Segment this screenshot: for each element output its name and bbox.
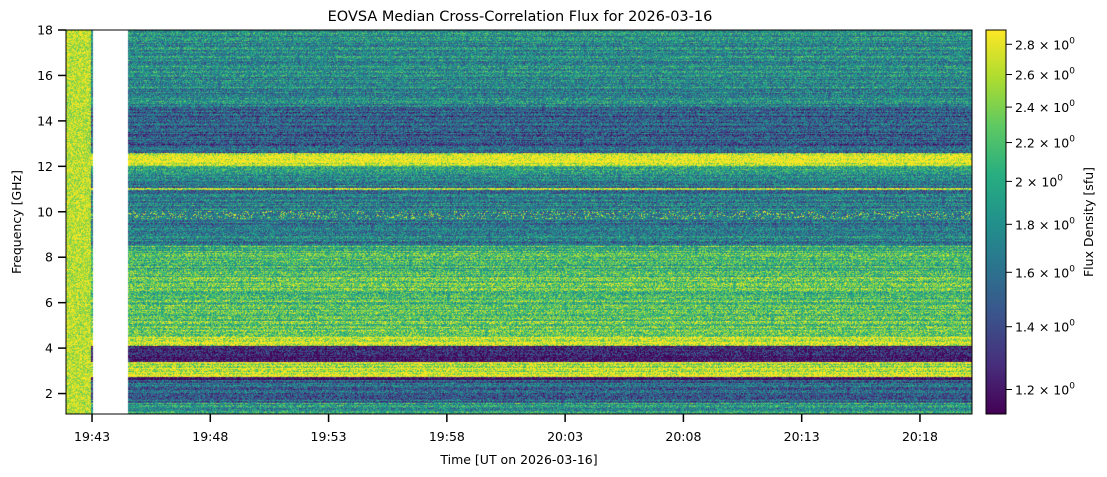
y-tick-label: 4	[45, 341, 53, 356]
x-tick-label: 20:18	[902, 429, 938, 444]
colorbar-ticks: 1.2 × 100 1.4 × 100 1.6 × 100 1.8 × 100 2 × …	[1006, 36, 1075, 398]
colorbar-tick-label: 1.8 × 100	[1015, 216, 1075, 232]
colorbar-tick-label: 1.2 × 100	[1015, 382, 1075, 398]
colorbar-tick-label: 2 × 100	[1015, 173, 1063, 189]
y-axis-label: Frequency [GHz]	[9, 170, 24, 274]
x-axis-label: Time [UT on 2026-03-16]	[439, 452, 597, 467]
y-tick-label: 2	[45, 386, 53, 401]
x-tick-label: 19:58	[429, 429, 465, 444]
y-tick-label: 8	[45, 250, 53, 265]
x-axis: 19:43 19:48 19:53 19:58 20:03 20:08 20:13 20:18	[74, 414, 938, 444]
x-tick-label: 20:13	[784, 429, 820, 444]
y-axis: 2 4 6 8 10 12 14 16 18	[37, 23, 66, 401]
heatmap-area	[66, 30, 972, 414]
x-tick-label: 19:53	[311, 429, 347, 444]
y-tick-label: 10	[37, 204, 53, 219]
y-tick-label: 18	[37, 23, 53, 38]
chart-title: EOVSA Median Cross-Correlation Flux for …	[328, 9, 713, 25]
x-tick-label: 20:03	[547, 429, 583, 444]
colorbar-tick-label: 2.4 × 100	[1015, 99, 1075, 115]
colorbar-tick-label: 1.4 × 100	[1015, 319, 1075, 335]
y-tick-label: 6	[45, 295, 53, 310]
y-tick-label: 16	[37, 68, 53, 83]
x-tick-label: 19:48	[192, 429, 228, 444]
y-tick-label: 12	[37, 159, 53, 174]
colorbar-label: Flux Density [sfu]	[1081, 167, 1096, 277]
y-tick-label: 14	[37, 113, 53, 128]
colorbar-tick-label: 2.6 × 100	[1015, 66, 1075, 82]
plot-frame	[65, 29, 973, 415]
colorbar-tick-label: 2.8 × 100	[1015, 36, 1075, 52]
x-tick-label: 19:43	[74, 429, 110, 444]
colorbar-tick-label: 2.2 × 100	[1015, 135, 1075, 151]
x-tick-label: 20:08	[665, 429, 701, 444]
colorbar-tick-label: 1.6 × 100	[1015, 264, 1075, 280]
colorbar	[985, 29, 1007, 415]
